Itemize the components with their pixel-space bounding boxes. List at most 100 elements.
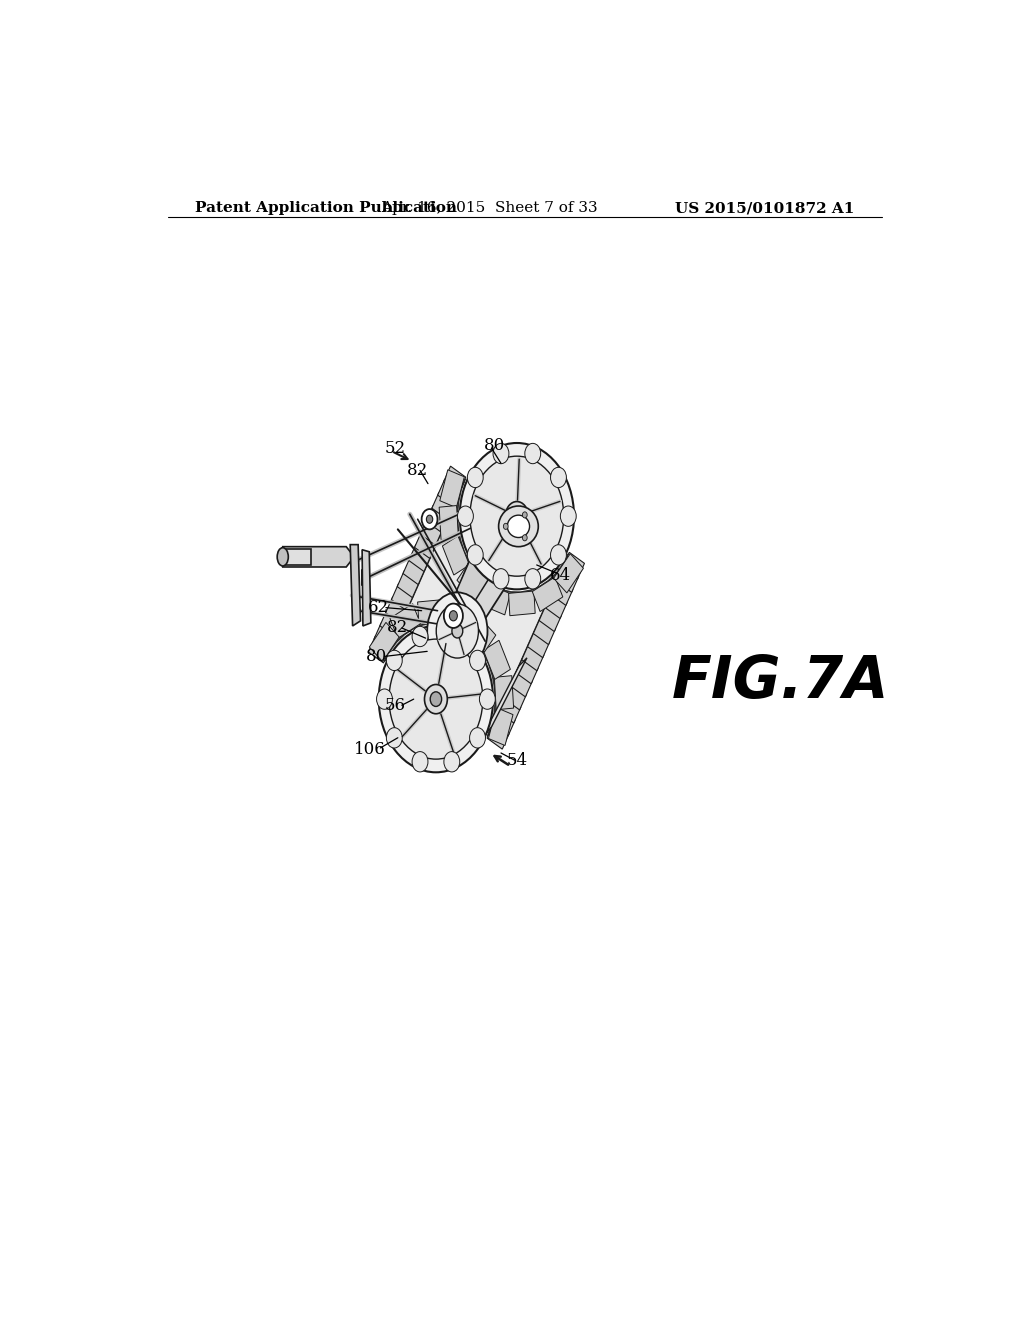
- Circle shape: [386, 651, 402, 671]
- Text: 52: 52: [385, 440, 406, 457]
- Polygon shape: [480, 657, 527, 742]
- Text: 54: 54: [506, 751, 527, 768]
- Polygon shape: [369, 636, 390, 663]
- Polygon shape: [465, 614, 496, 652]
- Circle shape: [522, 535, 527, 541]
- Polygon shape: [397, 570, 420, 598]
- Ellipse shape: [507, 515, 529, 537]
- Circle shape: [412, 626, 428, 647]
- Ellipse shape: [278, 548, 289, 566]
- Text: Patent Application Publication: Patent Application Publication: [196, 201, 458, 215]
- Polygon shape: [391, 583, 414, 611]
- Text: 56: 56: [385, 697, 406, 714]
- Text: 106: 106: [354, 742, 386, 759]
- Polygon shape: [499, 696, 521, 723]
- Circle shape: [443, 626, 460, 647]
- Circle shape: [443, 603, 463, 628]
- Polygon shape: [403, 557, 425, 585]
- Circle shape: [551, 467, 566, 487]
- Circle shape: [427, 593, 487, 669]
- Circle shape: [377, 689, 392, 709]
- Circle shape: [525, 569, 541, 589]
- Circle shape: [522, 512, 527, 517]
- Circle shape: [425, 685, 447, 714]
- Text: 82: 82: [387, 619, 409, 636]
- Text: Apr. 16, 2015  Sheet 7 of 33: Apr. 16, 2015 Sheet 7 of 33: [381, 201, 597, 215]
- Text: US 2015/0101872 A1: US 2015/0101872 A1: [675, 201, 854, 215]
- Polygon shape: [409, 545, 431, 572]
- Circle shape: [506, 502, 528, 531]
- Text: 80: 80: [484, 437, 505, 454]
- Polygon shape: [432, 492, 455, 519]
- Polygon shape: [442, 601, 472, 632]
- Polygon shape: [362, 549, 371, 626]
- Polygon shape: [527, 631, 550, 657]
- Text: 64: 64: [550, 566, 571, 583]
- Circle shape: [467, 545, 483, 565]
- Polygon shape: [522, 644, 544, 671]
- Polygon shape: [488, 708, 513, 746]
- Text: 80: 80: [366, 648, 387, 665]
- Polygon shape: [384, 479, 568, 737]
- Polygon shape: [509, 591, 536, 615]
- Circle shape: [470, 727, 485, 748]
- Text: 82: 82: [407, 462, 428, 479]
- Polygon shape: [415, 532, 437, 558]
- Polygon shape: [350, 545, 360, 626]
- Polygon shape: [380, 610, 402, 636]
- Circle shape: [379, 626, 494, 772]
- Polygon shape: [386, 597, 408, 624]
- Polygon shape: [439, 470, 464, 508]
- Circle shape: [426, 515, 433, 523]
- Circle shape: [504, 523, 508, 529]
- Circle shape: [467, 467, 483, 487]
- Circle shape: [389, 639, 482, 759]
- Polygon shape: [516, 657, 539, 684]
- Circle shape: [452, 624, 463, 638]
- Text: FIG.7A: FIG.7A: [672, 653, 889, 710]
- Polygon shape: [483, 640, 510, 680]
- Polygon shape: [418, 599, 444, 624]
- Polygon shape: [556, 565, 579, 593]
- Polygon shape: [426, 506, 449, 532]
- Text: 62: 62: [368, 599, 388, 616]
- Circle shape: [430, 692, 441, 706]
- Polygon shape: [505, 682, 526, 710]
- Circle shape: [470, 457, 564, 577]
- Circle shape: [458, 506, 473, 527]
- Circle shape: [493, 444, 509, 463]
- Circle shape: [436, 605, 478, 659]
- Polygon shape: [562, 552, 585, 579]
- Polygon shape: [283, 549, 310, 565]
- Polygon shape: [510, 671, 532, 697]
- Polygon shape: [437, 479, 460, 506]
- Polygon shape: [390, 603, 421, 639]
- Circle shape: [551, 545, 566, 565]
- Polygon shape: [539, 605, 561, 631]
- Circle shape: [560, 506, 577, 527]
- Polygon shape: [534, 618, 556, 644]
- Polygon shape: [551, 578, 572, 606]
- Polygon shape: [439, 506, 459, 540]
- Circle shape: [525, 444, 541, 463]
- Circle shape: [450, 611, 458, 620]
- Polygon shape: [495, 676, 514, 710]
- Circle shape: [443, 751, 460, 772]
- Polygon shape: [283, 546, 354, 568]
- Circle shape: [460, 444, 574, 589]
- Circle shape: [412, 751, 428, 772]
- Circle shape: [511, 508, 522, 524]
- Polygon shape: [457, 564, 487, 602]
- Polygon shape: [545, 591, 567, 619]
- Polygon shape: [554, 553, 584, 593]
- Circle shape: [470, 651, 485, 671]
- Polygon shape: [370, 623, 399, 661]
- Circle shape: [386, 727, 402, 748]
- Ellipse shape: [499, 506, 539, 546]
- Polygon shape: [443, 466, 466, 494]
- Polygon shape: [442, 536, 469, 576]
- Polygon shape: [493, 709, 515, 737]
- Polygon shape: [374, 623, 396, 649]
- Polygon shape: [420, 519, 442, 545]
- Circle shape: [479, 689, 496, 709]
